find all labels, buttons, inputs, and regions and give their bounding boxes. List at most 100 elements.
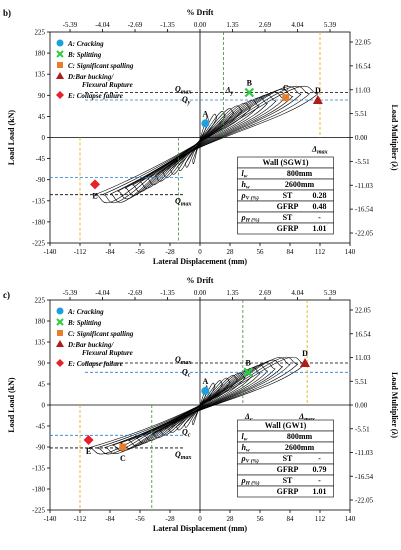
table-value: 2600mm [285, 180, 315, 189]
table-param: ρH (%) [241, 213, 260, 224]
table-value: 0.28 [313, 191, 327, 200]
qmax-pos-label: Qmax [175, 355, 191, 366]
point-A [201, 119, 210, 128]
y-tick-label: 135 [35, 339, 46, 347]
y2-tick-label: -5.51 [355, 158, 370, 166]
qmax-neg-label: Qmax [175, 450, 191, 461]
legend-label: B: Splitting [67, 51, 102, 59]
top-tick-label: 0.00 [194, 289, 207, 297]
x-tick-label: -112 [74, 248, 87, 256]
y-axis-title: Load Load (kN) [7, 110, 16, 165]
y-tick-label: 225 [35, 29, 46, 37]
hysteresis-loop [177, 111, 226, 172]
top-tick-label: -1.35 [160, 21, 175, 29]
y-tick-label: -90 [36, 176, 46, 184]
table-title: Wall (SGW1) [262, 158, 308, 167]
top-tick-label: -2.69 [128, 21, 143, 29]
point-label-C: C [120, 454, 126, 463]
table-value: 800mm [287, 432, 313, 441]
table-row [237, 485, 334, 498]
chart-panel-1: b)% Drift-5.39 -4.04 -2.69 -1.35 0.00 1.35 2.6… [3, 8, 399, 266]
x-axis-title: Lateral Displacement (mm) [153, 524, 248, 533]
y2-tick-label: -11.03 [355, 182, 373, 190]
y2-tick-label: -5.51 [355, 425, 370, 433]
x-tick-label: 140 [345, 248, 356, 256]
y-tick-label: -180 [32, 486, 45, 494]
table-value: 2600mm [285, 443, 315, 452]
y2-tick-label: -11.03 [355, 449, 373, 457]
table-reinf-type: ST [283, 454, 293, 463]
qmax-neg-label: Qmax [175, 197, 191, 208]
table-value: 0.79 [313, 465, 327, 474]
y-tick-label: 45 [38, 381, 46, 389]
point-label-B: B [247, 78, 253, 87]
table-value: - [318, 454, 321, 463]
y2-tick-label: 16.54 [355, 330, 371, 338]
table-reinf-type: ST [283, 476, 293, 485]
y2-tick-label: 5.51 [355, 378, 368, 386]
legend-label: E: Collapse failure [67, 360, 123, 368]
top-tick-label: 2.69 [259, 289, 272, 297]
point-label-E: E [92, 191, 97, 200]
y2-tick-label: -22.05 [355, 230, 374, 238]
point-label-E: E [86, 447, 91, 456]
legend-label: Flexural Rupture [82, 81, 133, 89]
hysteresis-loop [184, 113, 218, 168]
top-tick-label: 1.35 [226, 21, 239, 29]
point-B [243, 367, 253, 378]
x-tick-label: -28 [165, 515, 175, 523]
hysteresis-loop [94, 85, 319, 204]
legend-label: E: Collapse failure [67, 92, 123, 100]
x-tick-label: 0 [198, 248, 202, 256]
legend: A: Cracking B: Splitting C: Significant sp… [56, 39, 134, 100]
y2-tick-label: 0.00 [355, 402, 368, 410]
x-tick-label: -84 [105, 515, 115, 523]
y-tick-label: 225 [35, 297, 46, 305]
y-tick-label: 0 [42, 402, 46, 410]
table-param: lw [242, 432, 248, 443]
legend-label: B: Splitting [67, 319, 102, 327]
x-tick-label: 84 [287, 248, 295, 256]
legend-marker-circle [56, 39, 64, 47]
legend-marker-diamond [56, 359, 64, 367]
y2-axis-title: Load Multiplier (λ) [390, 104, 399, 170]
y-tick-label: 180 [35, 50, 46, 58]
y2-tick-label: -16.54 [355, 473, 374, 481]
x-tick-label: -84 [105, 248, 115, 256]
y-tick-label: -45 [36, 155, 46, 163]
point-label-A: A [202, 109, 208, 118]
point-E [83, 435, 94, 445]
y2-tick-label: 16.54 [355, 62, 371, 70]
table-param: ρV (%) [241, 454, 259, 465]
point-C [119, 443, 127, 451]
top-tick-label: 4.04 [291, 21, 304, 29]
y2-axis-title: Load Multiplier (λ) [390, 372, 399, 438]
y2-tick-label: -16.54 [355, 206, 374, 214]
x-tick-label: -56 [135, 515, 145, 523]
y-tick-label: -225 [32, 240, 45, 248]
table-reinf-type: ST [283, 213, 293, 222]
y-tick-label: -135 [32, 197, 45, 205]
x-tick-label: 112 [315, 248, 326, 256]
x-tick-label: -28 [165, 248, 175, 256]
table-row [237, 430, 334, 443]
top-tick-label: -2.69 [128, 289, 143, 297]
legend-marker-diamond [56, 91, 64, 99]
x-tick-label: 140 [345, 515, 356, 523]
y2-tick-label: 5.51 [355, 110, 368, 118]
x-tick-label: 84 [287, 515, 295, 523]
legend-label: A: Cracking [67, 308, 104, 316]
chart-panel-2: c)% Drift-5.39 -4.04 -2.69 -1.35 0.00 1.35 2.6… [3, 276, 399, 533]
delta-y-label: Δy [225, 86, 234, 97]
legend-label: C: Significant spalling [68, 62, 134, 70]
table-reinf-type: ST [283, 191, 293, 200]
point-A [201, 387, 210, 395]
delta-max-label: Δmax [311, 145, 328, 156]
top-tick-label: -1.35 [160, 289, 175, 297]
hysteresis-loop [154, 102, 252, 182]
top-axis-title: % Drift [187, 8, 214, 17]
top-tick-label: 0.00 [194, 21, 207, 29]
table-row [237, 222, 334, 235]
qy-label: Qy [182, 95, 191, 106]
